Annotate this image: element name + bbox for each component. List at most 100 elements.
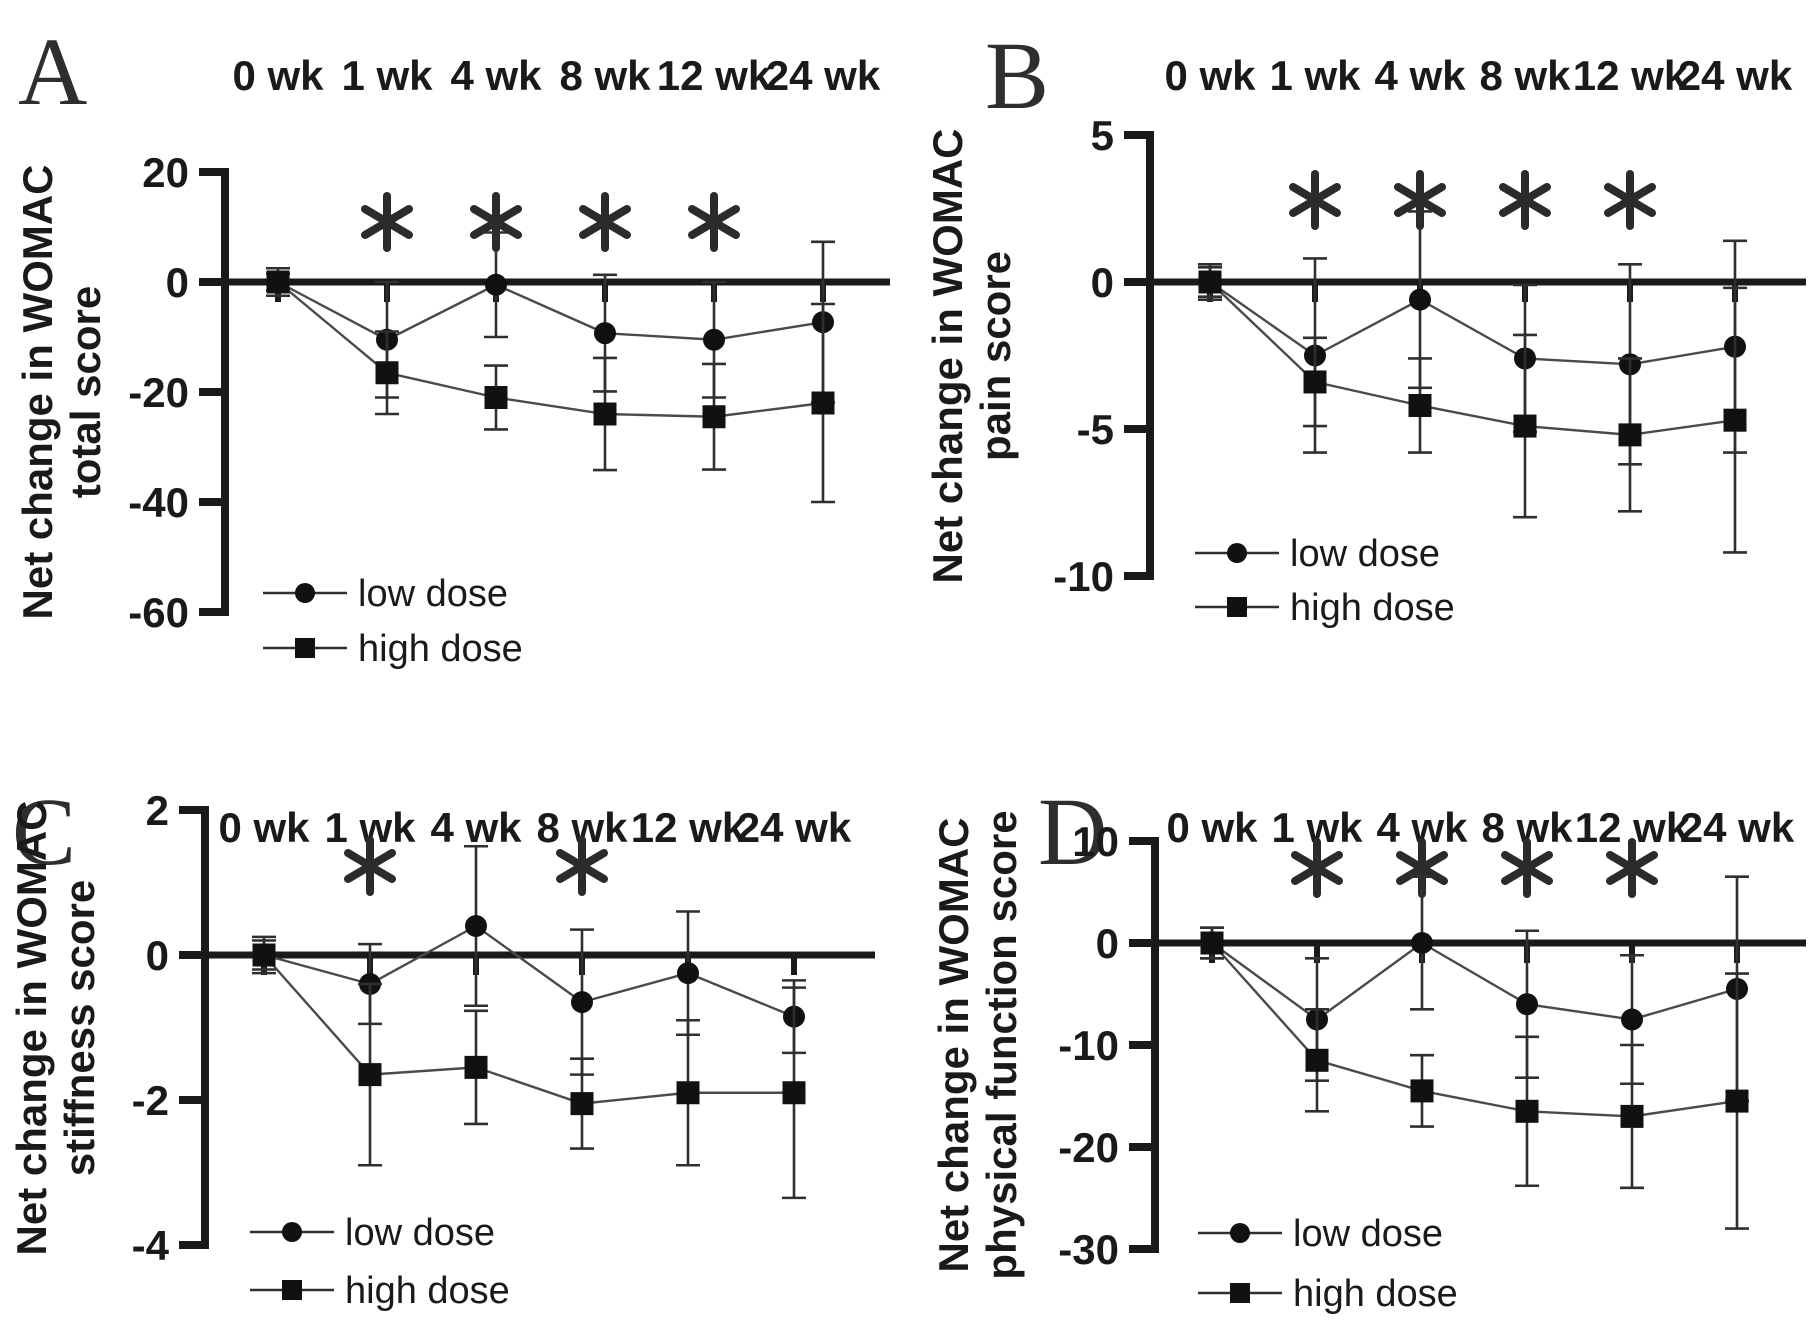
series-square xyxy=(266,266,835,504)
data-point-square xyxy=(1408,393,1432,417)
y-tick-label: -5 xyxy=(1077,406,1114,453)
y-tick-label: 2 xyxy=(146,787,169,834)
y-axis-title-line: Net change in WOMAC xyxy=(930,817,977,1272)
y-axis-title-line: total score xyxy=(62,286,109,498)
legend-circle-icon xyxy=(295,583,315,603)
data-point-circle xyxy=(571,991,593,1014)
data-point-square xyxy=(484,386,508,409)
series-line xyxy=(263,924,795,1018)
data-point-square xyxy=(1515,1099,1539,1123)
y-tick-label: 20 xyxy=(142,149,189,196)
significance-asterisk xyxy=(688,192,740,252)
data-point-circle xyxy=(703,328,725,351)
y-tick-label: -60 xyxy=(128,589,189,636)
x-tick-label: 24 wk xyxy=(737,804,852,851)
data-point-square xyxy=(1200,931,1224,955)
series-square xyxy=(252,935,806,1200)
legend-label: low dose xyxy=(1293,1213,1443,1255)
data-point-square xyxy=(570,1092,594,1116)
x-tick-label: 4 wk xyxy=(450,52,542,99)
series-line xyxy=(1211,942,1738,1118)
data-point-square xyxy=(1198,270,1222,294)
data-point-circle xyxy=(1409,288,1431,311)
series-line xyxy=(277,280,824,342)
data-point-square xyxy=(1303,370,1327,394)
x-tick-label: 8 wk xyxy=(559,52,651,99)
legend-circle-icon xyxy=(282,1222,302,1242)
legend-label: high dose xyxy=(345,1270,510,1312)
significance-asterisk xyxy=(344,836,396,896)
data-point-square xyxy=(252,943,276,967)
y-tick-label: -20 xyxy=(1058,1124,1119,1171)
series-circle xyxy=(266,231,835,404)
significance-asterisk xyxy=(1289,170,1341,230)
x-tick-label: 0 wk xyxy=(1164,52,1256,99)
y-tick-label: -30 xyxy=(1058,1226,1119,1273)
series-square xyxy=(1198,263,1747,554)
y-tick-label: -2 xyxy=(132,1077,169,1124)
data-point-circle xyxy=(677,962,699,985)
y-tick-label: -10 xyxy=(1058,1022,1119,1069)
data-point-circle xyxy=(594,322,616,345)
x-tick-label: 12 wk xyxy=(1573,52,1688,99)
series-line xyxy=(1209,281,1736,366)
legend-square-icon xyxy=(282,1280,302,1300)
significance-asterisk xyxy=(1604,170,1656,230)
data-point-square xyxy=(702,405,726,429)
x-tick-label: 12 wk xyxy=(657,52,772,99)
series-circle xyxy=(1198,210,1747,466)
y-tick-label: 0 xyxy=(146,932,169,979)
panel-letter: C xyxy=(12,778,76,885)
data-point-square xyxy=(676,1081,700,1105)
legend-label: high dose xyxy=(1290,587,1455,629)
legend: low dose high dose xyxy=(1198,1213,1458,1315)
significance-asterisk xyxy=(1499,170,1551,230)
y-axis-title-line: physical function score xyxy=(978,810,1025,1279)
legend-square-icon xyxy=(1230,1283,1250,1303)
y-tick-label: 0 xyxy=(1096,920,1119,967)
data-point-circle xyxy=(485,273,507,296)
legend-square-icon xyxy=(295,638,315,658)
legend-label: high dose xyxy=(1293,1273,1458,1315)
x-tick-label: 1 wk xyxy=(1269,52,1361,99)
series-circle xyxy=(252,844,806,1076)
significance-asterisk xyxy=(556,836,608,896)
series-line xyxy=(1211,941,1738,1021)
data-point-square xyxy=(1305,1048,1329,1072)
data-point-square xyxy=(464,1055,488,1079)
panel-letter: D xyxy=(1038,778,1107,885)
data-point-square xyxy=(593,402,617,426)
y-tick-label: 10 xyxy=(1072,818,1119,865)
data-point-square xyxy=(1620,1104,1644,1128)
x-tick-label: 0 wk xyxy=(1166,804,1258,851)
data-point-square xyxy=(811,391,835,415)
x-tick-label: 24 wk xyxy=(1680,804,1795,851)
y-axis-title-line: stiffness score xyxy=(56,880,103,1176)
significance-asterisk xyxy=(1501,838,1553,898)
legend-circle-icon xyxy=(1230,1223,1250,1243)
data-point-square xyxy=(1725,1089,1749,1113)
data-point-circle xyxy=(1621,1008,1643,1031)
series-line xyxy=(263,954,794,1105)
data-point-square xyxy=(1723,408,1747,432)
x-tick-label: 8 wk xyxy=(1479,52,1571,99)
x-tick-label: 24 wk xyxy=(766,52,881,99)
significance-asterisk xyxy=(361,192,413,252)
legend-circle-icon xyxy=(1227,543,1247,563)
data-point-square xyxy=(375,361,399,385)
legend-square-icon xyxy=(1227,597,1247,617)
panel-letter: A xyxy=(18,18,87,125)
legend-label: low dose xyxy=(358,573,508,615)
legend-label: low dose xyxy=(1290,533,1440,575)
significance-asterisk xyxy=(1606,838,1658,898)
data-point-circle xyxy=(1411,932,1433,954)
y-tick-label: 0 xyxy=(166,259,189,306)
legend: low dose high dose xyxy=(1195,533,1455,629)
y-tick-label: -10 xyxy=(1053,553,1114,600)
data-point-circle xyxy=(1516,993,1538,1016)
data-point-square xyxy=(266,270,290,294)
